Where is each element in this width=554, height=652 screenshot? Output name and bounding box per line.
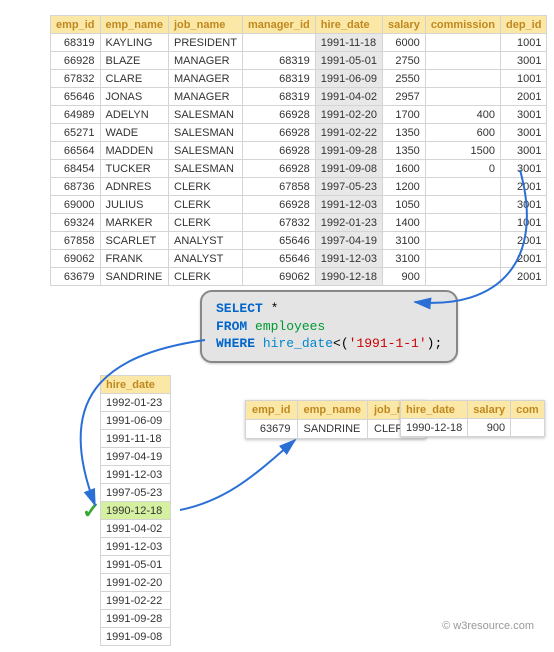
sql-query-box: SELECT * FROM employees WHERE hire_date<… xyxy=(200,290,458,363)
header-row: emp_id emp_name job_name manager_id hire… xyxy=(51,16,547,34)
hire-row: 1997-05-23 xyxy=(101,484,171,502)
r1-col-empid: emp_id xyxy=(246,401,298,420)
hire-row: 1991-12-03 xyxy=(101,466,171,484)
str-date: '1991-1-1' xyxy=(349,336,427,351)
hire-row: 1991-09-08 xyxy=(101,628,171,646)
hire-row: 1991-02-20 xyxy=(101,574,171,592)
table-row: 68454TUCKERSALESMAN669281991-09-08160003… xyxy=(51,160,547,178)
col-dep-id: dep_id xyxy=(501,16,547,34)
tbl-employees: employees xyxy=(255,319,325,334)
hire-row: 1991-05-01 xyxy=(101,556,171,574)
r1-col-empname: emp_name xyxy=(297,401,367,420)
checkmark-icon: ✓ xyxy=(82,498,100,524)
table-row: 66564MADDENSALESMAN669281991-09-28135015… xyxy=(51,142,547,160)
col-hire-date: hire_date xyxy=(315,16,382,34)
r2-col-hiredate: hire_date xyxy=(401,401,468,419)
table-row: 67858SCARLETANALYST656461997-04-19310020… xyxy=(51,232,547,250)
hire-row: 1991-04-02 xyxy=(101,520,171,538)
attribution-text: © w3resource.com xyxy=(442,620,534,632)
table-row: 68319KAYLINGPRESIDENT1991-11-1860001001 xyxy=(51,34,547,52)
hire-row: 1991-09-28 xyxy=(101,610,171,628)
employees-table: emp_id emp_name job_name manager_id hire… xyxy=(50,15,547,286)
r1-empid: 63679 xyxy=(246,420,298,439)
hire-row: 1991-12-03 xyxy=(101,538,171,556)
table-row: 66928BLAZEMANAGER683191991-05-0127503001 xyxy=(51,52,547,70)
r2-salary: 900 xyxy=(468,419,511,437)
r1-empname: SANDRINE xyxy=(297,420,367,439)
hire-row: 1992-01-23 xyxy=(101,394,171,412)
r1-row: 63679 SANDRINE CLERK xyxy=(246,420,426,439)
end: ); xyxy=(427,336,443,351)
table-row: 64989ADELYNSALESMAN669281991-02-20170040… xyxy=(51,106,547,124)
table-row: 69324MARKERCLERK678321992-01-2314001001 xyxy=(51,214,547,232)
hire-row: 1997-04-19 xyxy=(101,448,171,466)
r2-col-salary: salary xyxy=(468,401,511,419)
result-table-right: hire_date salary com 1990-12-18 900 xyxy=(400,400,545,437)
r2-com xyxy=(511,419,545,437)
hire-row: 1991-02-22 xyxy=(101,592,171,610)
col-commission: commission xyxy=(425,16,500,34)
table-row: 68736ADNRESCLERK678581997-05-2312002001 xyxy=(51,178,547,196)
table-row: 65646JONASMANAGER683191991-04-0229572001 xyxy=(51,88,547,106)
hire-date-table: hire_date 1992-01-231991-06-091991-11-18… xyxy=(100,375,171,646)
kw-from: FROM xyxy=(216,319,255,334)
hire-row: 1990-12-18 xyxy=(101,502,171,520)
hire-row: 1991-06-09 xyxy=(101,412,171,430)
col-emp-id: emp_id xyxy=(51,16,101,34)
table-row: 63679SANDRINECLERK690621990-12-189002001 xyxy=(51,268,547,286)
table-row: 69000JULIUSCLERK669281991-12-0310503001 xyxy=(51,196,547,214)
hire-header: hire_date xyxy=(101,376,171,394)
col-job-name: job_name xyxy=(169,16,243,34)
r2-row: 1990-12-18 900 xyxy=(401,419,545,437)
table-row: 65271WADESALESMAN669281991-02-2213506003… xyxy=(51,124,547,142)
table-row: 67832CLAREMANAGER683191991-06-0925501001 xyxy=(51,70,547,88)
col-manager-id: manager_id xyxy=(242,16,315,34)
col-salary: salary xyxy=(383,16,426,34)
op-lt: <( xyxy=(333,336,349,351)
kw-select: SELECT xyxy=(216,301,263,316)
hire-row: 1991-11-18 xyxy=(101,430,171,448)
r2-hiredate: 1990-12-18 xyxy=(401,419,468,437)
select-rest: * xyxy=(263,301,279,316)
table-row: 69062FRANKANALYST656461991-12-0331002001 xyxy=(51,250,547,268)
col-emp-name: emp_name xyxy=(100,16,168,34)
result-table-left: emp_id emp_name job_na... 63679 SANDRINE… xyxy=(245,400,426,439)
col-hiredate: hire_date xyxy=(263,336,333,351)
r2-col-com: com xyxy=(511,401,545,419)
kw-where: WHERE xyxy=(216,336,263,351)
